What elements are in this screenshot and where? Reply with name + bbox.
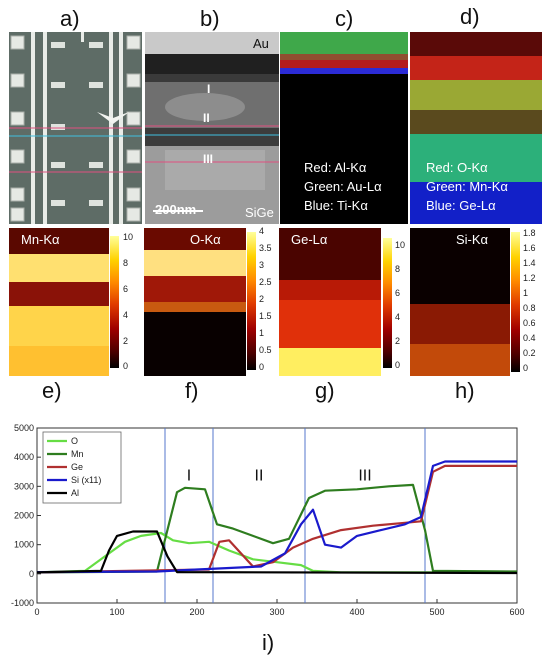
x-tick-label: 0 bbox=[34, 607, 39, 617]
legend-label: Si (x11) bbox=[71, 475, 101, 485]
y-tick-label: 2000 bbox=[14, 511, 34, 521]
region-i-label: I bbox=[207, 82, 211, 96]
region-ii-label: II bbox=[203, 111, 210, 125]
y-tick-label: 3000 bbox=[14, 481, 34, 491]
scale-bar-label: 200nm bbox=[155, 202, 197, 217]
tem-image bbox=[145, 32, 279, 224]
rgb-map-d: Red: O-Kα Green: Mn-Kα Blue: Ge-Lα bbox=[410, 32, 542, 224]
legend-label: O bbox=[71, 436, 78, 446]
cbar-si-tick: 1.4 bbox=[523, 258, 536, 268]
cbar-ge-tick: 10 bbox=[395, 240, 406, 250]
map-c-line3: Blue: Ti-Kα bbox=[304, 198, 368, 213]
cbar-o-tick: 2.5 bbox=[259, 277, 272, 287]
cbar-ge-tick: 2 bbox=[395, 336, 401, 346]
region-label: I bbox=[187, 468, 191, 485]
x-tick-label: 100 bbox=[109, 607, 124, 617]
series-line bbox=[36, 531, 517, 574]
rgb-map-c: Red: Al-Kα Green: Au-Lα Blue: Ti-Kα bbox=[280, 32, 408, 224]
x-tick-label: 500 bbox=[429, 607, 444, 617]
label-d: d) bbox=[460, 4, 480, 29]
label-f: f) bbox=[185, 378, 199, 403]
x-tick-label: 400 bbox=[349, 607, 364, 617]
cbar-o-tick: 3.5 bbox=[259, 243, 272, 253]
y-tick-label: 1000 bbox=[14, 540, 34, 550]
cbar-o-tick: 1.5 bbox=[259, 311, 272, 321]
legend-label: Al bbox=[71, 488, 79, 498]
colorbar-ge bbox=[383, 238, 392, 368]
heatmap-ge: Ge-Lα bbox=[279, 228, 381, 376]
label-h: h) bbox=[455, 378, 475, 403]
label-b: b) bbox=[200, 6, 220, 31]
heatmap-o: O-Kα bbox=[144, 228, 246, 376]
label-a: a) bbox=[60, 6, 80, 31]
colorbar-o bbox=[247, 232, 256, 370]
cbar-si-tick: 1.2 bbox=[523, 273, 536, 283]
y-tick-label: 4000 bbox=[14, 452, 34, 462]
series-line bbox=[36, 464, 517, 574]
cbar-si-tick: 1 bbox=[523, 288, 529, 298]
cbar-si-tick: 0.2 bbox=[523, 348, 536, 358]
au-label: Au bbox=[253, 36, 269, 51]
micrograph-panel bbox=[9, 32, 142, 224]
x-tick-label: 600 bbox=[509, 607, 524, 617]
region-iii-label: III bbox=[203, 152, 214, 166]
cbar-si-tick: 0.6 bbox=[523, 318, 536, 328]
heatmap-ge-title: Ge-Lα bbox=[291, 232, 328, 247]
cbar-mn-tick: 0 bbox=[123, 361, 129, 371]
cbar-o-tick: 0 bbox=[259, 362, 265, 372]
label-c: c) bbox=[335, 6, 354, 31]
map-d-line3: Blue: Ge-Lα bbox=[426, 198, 496, 213]
map-d-line2: Green: Mn-Kα bbox=[426, 179, 508, 194]
cbar-ge-tick: 6 bbox=[395, 288, 401, 298]
cbar-mn-tick: 8 bbox=[123, 258, 129, 268]
heatmap-si-title: Si-Kα bbox=[456, 232, 489, 247]
heatmap-o-title: O-Kα bbox=[190, 232, 221, 247]
series-line bbox=[36, 460, 517, 574]
cbar-o-tick: 3 bbox=[259, 260, 265, 270]
heatmap-mn: Mn-Kα bbox=[9, 228, 109, 376]
cbar-si-tick: 0 bbox=[523, 363, 529, 373]
series-line bbox=[36, 483, 518, 574]
cbar-si-tick: 0.8 bbox=[523, 303, 536, 313]
cbar-mn-tick: 2 bbox=[123, 336, 129, 346]
cbar-mn-tick: 10 bbox=[123, 232, 134, 242]
x-tick-label: 200 bbox=[189, 607, 204, 617]
label-e: e) bbox=[42, 378, 62, 403]
region-label: III bbox=[358, 468, 371, 485]
series-line bbox=[36, 530, 518, 575]
y-tick-label: 0 bbox=[29, 569, 34, 579]
map-c-line2: Green: Au-Lα bbox=[304, 179, 382, 194]
cbar-o-tick: 1 bbox=[259, 328, 265, 338]
legend-label: Mn bbox=[71, 449, 84, 459]
cbar-ge-tick: 4 bbox=[395, 312, 401, 322]
y-tick-label: -1000 bbox=[11, 598, 34, 608]
cbar-o-tick: 0.5 bbox=[259, 345, 272, 355]
substrate-label: SiGe bbox=[245, 205, 274, 220]
tem-panel: Au I II III 200nm SiGe bbox=[145, 32, 279, 224]
cbar-mn-tick: 6 bbox=[123, 284, 129, 294]
legend-label: Ge bbox=[71, 462, 83, 472]
heatmap-si: Si-Kα bbox=[410, 228, 510, 376]
cbar-ge-tick: 8 bbox=[395, 264, 401, 274]
cbar-si-tick: 1.6 bbox=[523, 243, 536, 253]
colorbar-si bbox=[511, 232, 520, 372]
cbar-si-tick: 1.8 bbox=[523, 228, 536, 238]
micrograph-image bbox=[9, 32, 142, 224]
label-g: g) bbox=[315, 378, 335, 403]
region-label: II bbox=[255, 468, 264, 485]
cbar-mn-tick: 4 bbox=[123, 310, 129, 320]
map-c-line1: Red: Al-Kα bbox=[304, 160, 367, 175]
cbar-si-tick: 0.4 bbox=[523, 333, 536, 343]
cbar-o-tick: 4 bbox=[259, 226, 265, 236]
y-tick-label: 5000 bbox=[14, 423, 34, 433]
x-tick-label: 300 bbox=[269, 607, 284, 617]
cbar-ge-tick: 0 bbox=[395, 360, 401, 370]
label-i: i) bbox=[262, 630, 275, 655]
map-d-line1: Red: O-Kα bbox=[426, 160, 488, 175]
heatmap-mn-title: Mn-Kα bbox=[21, 232, 60, 247]
colorbar-mn bbox=[110, 236, 119, 368]
cbar-o-tick: 2 bbox=[259, 294, 265, 304]
